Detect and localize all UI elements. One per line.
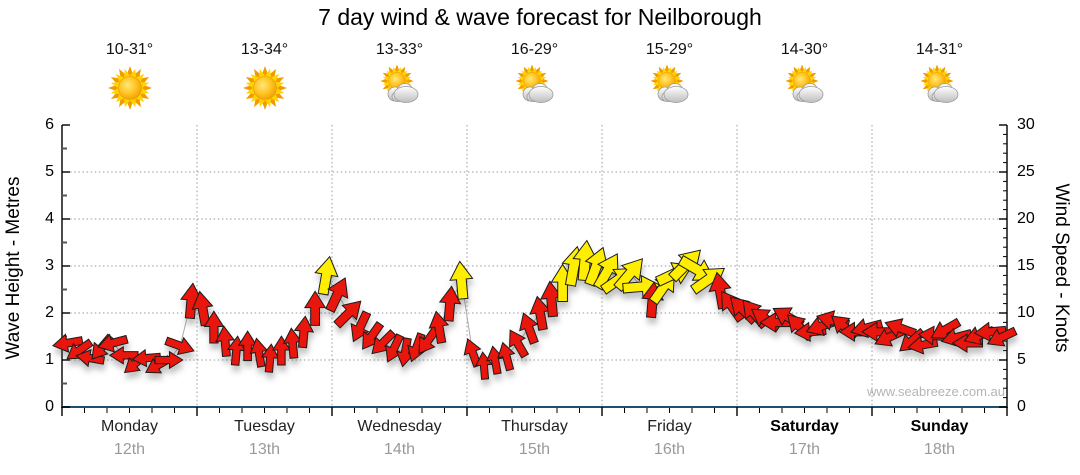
sun-cloud-icon xyxy=(646,63,694,111)
wind-arrows xyxy=(51,239,1018,380)
temp-range-sunday: 14-31° xyxy=(915,41,964,58)
wind-tick-20: 20 xyxy=(1017,210,1035,227)
wind-arrow xyxy=(613,258,644,293)
temp-range-tuesday: 13-34° xyxy=(240,41,289,58)
wind-arrow xyxy=(438,285,462,322)
wind-tick-15: 15 xyxy=(1017,257,1035,274)
wind-tick-0: 0 xyxy=(1017,398,1026,415)
temp-range-friday: 15-29° xyxy=(645,41,694,58)
sun-cloud-icon xyxy=(781,63,829,111)
wave-tick-1: 1 xyxy=(45,351,54,368)
watermark: www.seabreeze.com.au xyxy=(866,384,1005,399)
wave-tick-6: 6 xyxy=(45,116,54,133)
sun-cloud-icon xyxy=(376,63,424,111)
wind-arrow xyxy=(951,333,984,353)
wave-tick-3: 3 xyxy=(45,257,54,274)
wind-arrow xyxy=(203,310,225,344)
sun-icon xyxy=(106,63,154,111)
wind-arrow xyxy=(293,315,315,349)
date-label-17th: 17th xyxy=(788,441,821,458)
temp-range-wednesday: 13-33° xyxy=(375,41,424,58)
wind-arrow xyxy=(986,326,1018,347)
wind-arrow xyxy=(51,333,84,353)
wind-arrow xyxy=(519,312,539,345)
wind-arrow xyxy=(314,255,339,296)
wind-tick-25: 25 xyxy=(1017,163,1035,180)
date-label-15th: 15th xyxy=(518,441,551,458)
wind-tick-30: 30 xyxy=(1017,116,1035,133)
day-label-wednesday: Wednesday xyxy=(357,418,442,435)
wind-arrow xyxy=(97,333,129,353)
day-label-saturday: Saturday xyxy=(770,418,839,435)
wave-tick-4: 4 xyxy=(45,210,54,227)
wind-arrow xyxy=(449,260,474,300)
wave-tick-2: 2 xyxy=(45,304,54,321)
temp-range-monday: 10-31° xyxy=(105,41,154,58)
wind-arrow xyxy=(486,345,505,375)
wind-arrow xyxy=(75,348,106,368)
wind-tick-5: 5 xyxy=(1017,351,1026,368)
wave-tick-5: 5 xyxy=(45,163,54,180)
wind-arrow xyxy=(428,310,450,345)
wind-arrow xyxy=(303,290,327,326)
page-title: 7 day wind & wave forecast for Neilborou… xyxy=(318,4,762,30)
wind-arrow xyxy=(350,310,372,343)
wind-arrow xyxy=(333,300,362,329)
day-label-monday: Monday xyxy=(101,418,158,435)
day-label-tuesday: Tuesday xyxy=(234,418,295,435)
wind-arrow xyxy=(325,277,349,314)
wind-arrow xyxy=(474,351,493,380)
wind-tick-10: 10 xyxy=(1017,304,1035,321)
temp-range-thursday: 16-29° xyxy=(510,41,559,58)
wind-arrow xyxy=(154,350,184,370)
date-label-14th: 14th xyxy=(383,441,416,458)
wind-arrow xyxy=(677,255,716,281)
day-label-thursday: Thursday xyxy=(501,418,568,435)
day-label-friday: Friday xyxy=(647,418,692,435)
wind-arrow xyxy=(164,336,195,356)
day-label-sunday: Sunday xyxy=(910,418,969,435)
sun-cloud-icon xyxy=(511,63,559,111)
wind-arrow xyxy=(497,341,516,372)
wind-arrow xyxy=(509,329,530,359)
wave-tick-0: 0 xyxy=(45,398,54,415)
date-label-12th: 12th xyxy=(113,441,146,458)
date-label-18th: 18th xyxy=(923,441,956,458)
date-label-13th: 13th xyxy=(248,441,281,458)
sun-icon xyxy=(241,63,289,111)
temp-range-saturday: 14-30° xyxy=(780,41,829,58)
date-label-16th: 16th xyxy=(653,441,686,458)
sun-cloud-icon xyxy=(916,63,964,111)
